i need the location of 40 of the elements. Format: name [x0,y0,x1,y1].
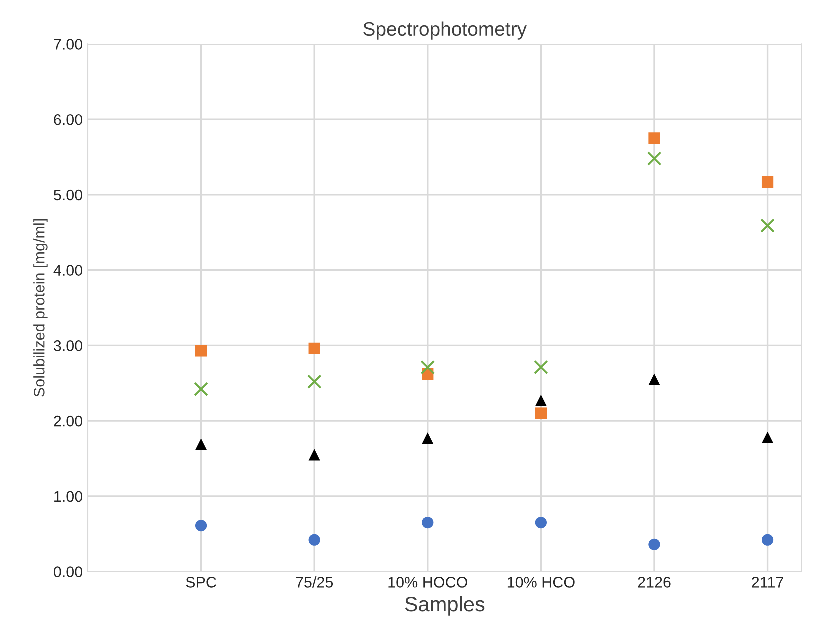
x-axis-title: Samples [405,596,485,616]
y-tick-label: 3.00 [54,340,83,352]
point [534,360,548,375]
point [648,538,660,550]
point [420,360,436,375]
x-tick-label: 2117 [752,577,784,588]
point [535,408,547,420]
y-tick-label: 0.00 [54,566,83,578]
point [307,374,322,390]
point [194,382,208,397]
point [762,176,774,188]
point [762,432,774,444]
y-tick-label: 2.00 [54,416,83,427]
point [648,132,660,144]
point [195,345,208,357]
point [308,534,320,546]
x-tick-label: 10% HCO [508,577,575,588]
point [762,534,774,546]
point [760,218,775,234]
point [535,516,547,529]
y-tick-label: 4.00 [54,265,83,276]
point [195,520,208,532]
x-tick-label: SPC [186,577,216,588]
point [308,342,320,355]
point [648,374,660,386]
point [422,516,434,529]
x-tick-label: 2126 [638,577,671,588]
point [195,438,208,450]
chart-title: Spectrophotometry [364,22,527,40]
point [422,432,434,444]
y-tick-label: 6.00 [54,114,83,126]
point [308,449,320,461]
x-tick-label: 10% HOCO [388,577,468,588]
point [647,152,662,166]
y-axis-title: Solubilized protein [mg/ml] [34,220,48,397]
y-tick-label: 5.00 [54,190,83,201]
point [535,394,547,407]
y-tick-label: 1.00 [54,491,83,502]
x-tick-label: 75/25 [296,576,334,588]
y-tick-label: 7.00 [54,39,83,50]
